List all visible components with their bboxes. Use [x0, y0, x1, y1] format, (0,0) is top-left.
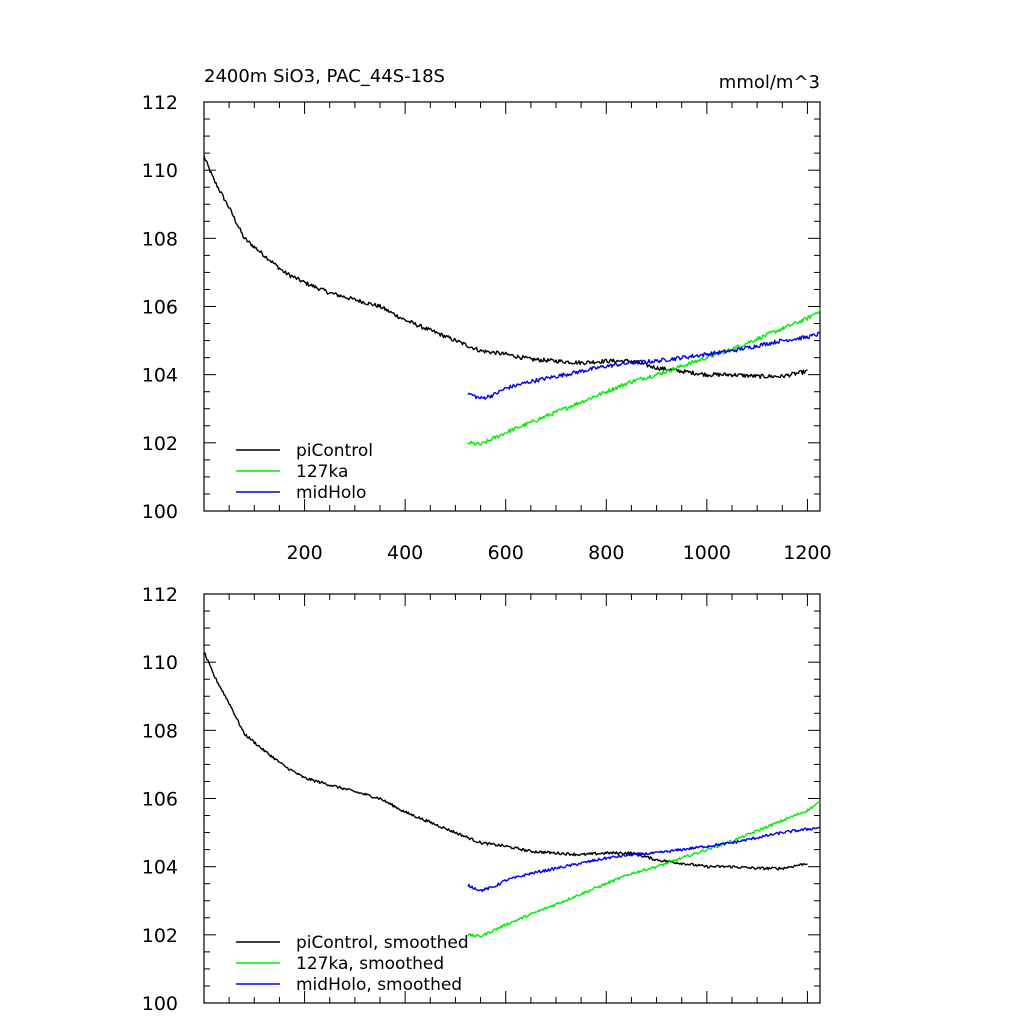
- series-line-picontrol-smoothed: [203, 652, 808, 871]
- legend-label: midHolo, smoothed: [296, 975, 462, 995]
- x-tick-label: 400: [387, 542, 423, 564]
- legend-label: 127ka, smoothed: [296, 954, 444, 974]
- y-tick-label: 100: [142, 501, 178, 523]
- y-tick-label: 112: [142, 584, 178, 606]
- series-line-picontrol: [203, 155, 808, 379]
- x-tick-label: 600: [488, 542, 524, 564]
- y-tick-label: 110: [142, 160, 178, 182]
- y-tick-label: 108: [142, 228, 178, 250]
- x-tick-label: 1200: [783, 542, 831, 564]
- x-tick-label: 1000: [683, 542, 731, 564]
- series-line-midholo-smoothed: [467, 826, 821, 893]
- series-line-127ka-smoothed: [467, 800, 821, 938]
- legend-label: 127ka: [296, 462, 348, 482]
- y-tick-label: 104: [142, 365, 178, 387]
- y-tick-label: 102: [142, 433, 178, 455]
- y-tick-label: 108: [142, 720, 178, 742]
- y-tick-label: 104: [142, 857, 178, 879]
- y-tick-label: 112: [142, 92, 178, 114]
- legend-label: midHolo: [296, 483, 366, 503]
- y-tick-label: 106: [142, 297, 178, 319]
- series-line-127ka: [467, 307, 821, 446]
- series-line-midholo: [467, 331, 821, 400]
- chart-panel-1: 100 102 104 106 108 110 112 200 400 600 800 1000 120…: [142, 66, 832, 564]
- units-label: mmol/m^3: [719, 72, 820, 93]
- y-tick-label: 102: [142, 925, 178, 947]
- legend-label: piControl: [296, 441, 373, 461]
- legend-label: piControl, smoothed: [296, 933, 469, 953]
- chart-panel-2: 100 102 104 106 108 110 112 piControl, smoothed…: [142, 584, 821, 1015]
- y-tick-label: 100: [142, 993, 178, 1015]
- x-tick-label: 800: [588, 542, 624, 564]
- x-tick-label: 200: [286, 542, 322, 564]
- y-tick-label: 110: [142, 652, 178, 674]
- y-tick-label: 106: [142, 789, 178, 811]
- chart-title: 2400m SiO3, PAC_44S-18S: [204, 66, 445, 87]
